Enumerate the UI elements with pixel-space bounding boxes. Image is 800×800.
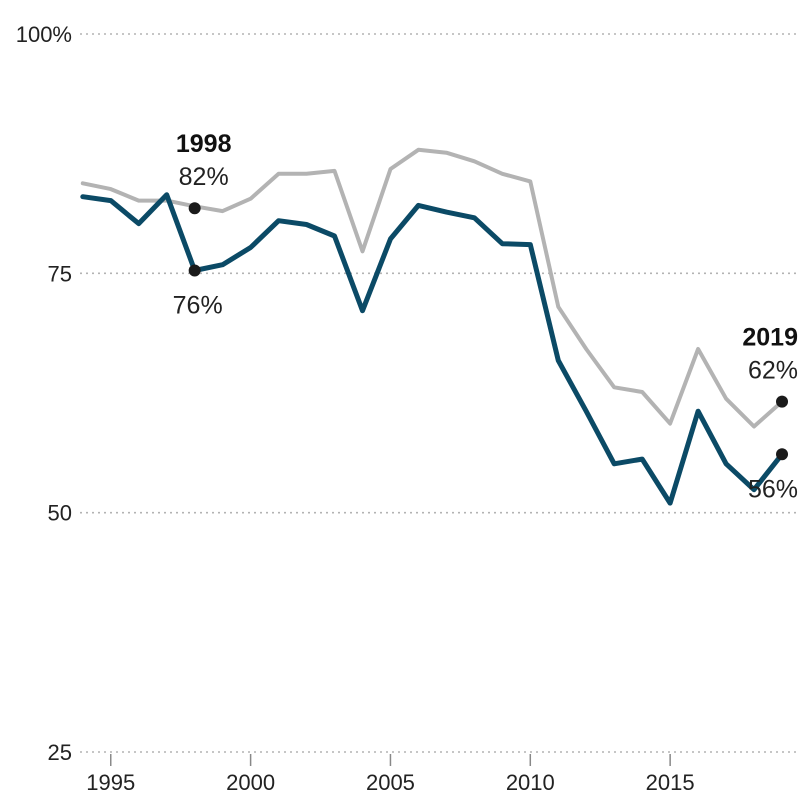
annotation-value-label: 82% [179, 163, 229, 191]
gridlines [80, 33, 800, 753]
y-tick-label: 75 [48, 261, 72, 286]
y-tick-label: 25 [48, 740, 72, 765]
x-tick-label: 2000 [226, 770, 275, 795]
y-tick-label: 50 [48, 501, 72, 526]
series-lines [80, 147, 785, 506]
x-tick-label: 2010 [506, 770, 555, 795]
annotation-marker [776, 448, 789, 461]
annotation-year-label: 2019 [742, 324, 798, 352]
y-axis-tick-labels: 100% 75 50 25 [16, 22, 72, 765]
annotation-marker [188, 264, 201, 277]
series-line [80, 192, 785, 506]
x-tick-label: 2005 [366, 770, 415, 795]
x-axis: 1995 2000 2005 2010 2015 [86, 754, 695, 795]
annotation-value-label: 76% [173, 291, 223, 319]
annotations: 1998 82% 76% 2019 62% 56% [173, 130, 798, 503]
annotation-year-label: 1998 [176, 130, 232, 158]
annotation-marker [776, 395, 789, 408]
y-tick-label: 100% [16, 22, 72, 47]
annotation-marker [188, 202, 201, 215]
series-line [80, 147, 784, 429]
x-tick-label: 1995 [86, 770, 135, 795]
annotation-value-label: 56% [748, 475, 798, 503]
x-tick-label: 2015 [646, 770, 695, 795]
annotation-value-label: 62% [748, 357, 798, 385]
